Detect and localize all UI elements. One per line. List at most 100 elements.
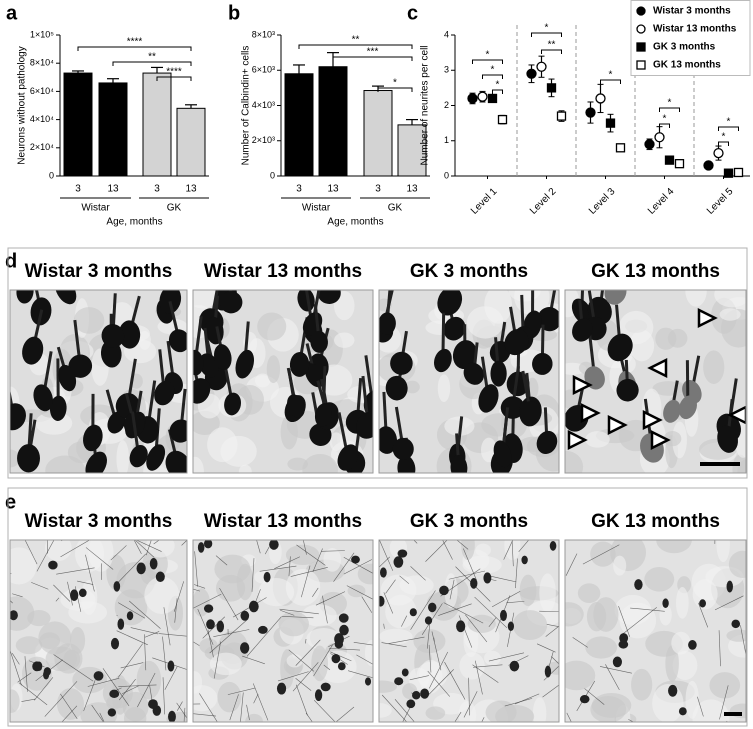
- neurite: [176, 702, 187, 719]
- neurite: [288, 556, 291, 577]
- texture: [145, 540, 175, 558]
- neuron: [450, 454, 468, 473]
- y-tick-label: 2×10³: [252, 135, 275, 145]
- neurite: [537, 540, 539, 541]
- neurite: [279, 608, 319, 615]
- texture: [484, 650, 501, 666]
- marker: [477, 91, 488, 102]
- y-axis-label: Neurons without pathology: [17, 46, 28, 164]
- neuron: [213, 344, 232, 371]
- texture: [21, 656, 52, 691]
- texture: [444, 573, 458, 609]
- neuron: [717, 425, 738, 453]
- panel-letter: a: [6, 2, 18, 24]
- arrowhead: [567, 429, 588, 451]
- significance-bracket: [377, 87, 413, 92]
- neuron: [168, 329, 187, 353]
- texture: [565, 602, 584, 627]
- arrowhead: [607, 414, 628, 436]
- texture: [619, 602, 657, 639]
- neurite: [277, 671, 309, 682]
- neuron: [334, 640, 344, 649]
- neurite: [330, 651, 352, 662]
- neurite: [282, 615, 314, 619]
- x-tick-label: 13: [406, 184, 418, 195]
- neuron: [385, 375, 408, 401]
- marker: [615, 143, 626, 153]
- marker: [713, 147, 724, 159]
- significance-label: *: [496, 80, 500, 91]
- neuron: [216, 620, 225, 633]
- neurite: [328, 647, 361, 651]
- neurite: [381, 694, 408, 722]
- neurite: [213, 629, 250, 637]
- texture: [193, 456, 204, 473]
- neurite: [536, 643, 556, 653]
- neurite: [158, 633, 187, 637]
- neuron: [118, 320, 141, 349]
- neuron: [43, 667, 51, 676]
- neurite: [312, 587, 319, 598]
- texture: [495, 704, 535, 722]
- y-tick-label: 4: [444, 29, 449, 39]
- neuron: [33, 384, 53, 412]
- neuron: [420, 688, 430, 699]
- neurite: [227, 687, 256, 695]
- neuron: [219, 291, 243, 314]
- neuron: [16, 290, 34, 304]
- texture: [593, 597, 619, 632]
- texture: [692, 579, 718, 610]
- neuron: [401, 668, 409, 677]
- significance-label: **: [352, 35, 360, 46]
- neuron: [310, 330, 328, 353]
- neurite: [474, 660, 483, 695]
- neurite: [565, 553, 578, 576]
- bar: [363, 90, 393, 177]
- micrograph: [378, 539, 560, 723]
- texture: [285, 568, 321, 606]
- neurite: [11, 652, 20, 665]
- neurite: [347, 670, 373, 679]
- neurite: [305, 712, 313, 722]
- neuron: [117, 618, 125, 630]
- y-tick-label: 0: [270, 170, 275, 180]
- texture: [519, 574, 537, 607]
- significance-bracket: [298, 44, 413, 49]
- texture: [80, 702, 118, 722]
- x-tick-label: 3: [154, 184, 160, 195]
- image-border: [564, 539, 747, 723]
- neurite: [24, 656, 28, 692]
- neurite: [388, 636, 425, 644]
- neurite: [383, 623, 385, 629]
- neuron: [493, 440, 512, 468]
- bar: [63, 72, 93, 177]
- image-title: GK 3 months: [410, 261, 528, 282]
- marker: [644, 139, 655, 150]
- neuron: [149, 558, 158, 570]
- neuron: [168, 710, 176, 722]
- neuron: [380, 567, 387, 578]
- texture: [75, 540, 105, 572]
- neurite: [333, 552, 355, 582]
- neuron: [148, 699, 158, 709]
- neuron: [331, 654, 341, 664]
- neurite: [118, 684, 157, 687]
- neurite: [118, 679, 136, 701]
- marker: [526, 68, 537, 79]
- y-tick-label: 3: [444, 65, 449, 75]
- significance-label: ***: [367, 47, 379, 58]
- neurite: [280, 609, 295, 616]
- y-tick-label: 2: [444, 100, 449, 110]
- texture: [385, 594, 417, 629]
- image-border: [192, 539, 374, 723]
- neuron: [379, 426, 398, 454]
- neurite: [193, 584, 206, 589]
- neurite: [213, 641, 221, 679]
- neurite: [343, 556, 373, 574]
- neurite: [546, 624, 559, 628]
- neuron: [390, 351, 413, 375]
- neuron: [619, 633, 629, 644]
- neurite: [628, 719, 635, 722]
- neuron: [320, 682, 331, 692]
